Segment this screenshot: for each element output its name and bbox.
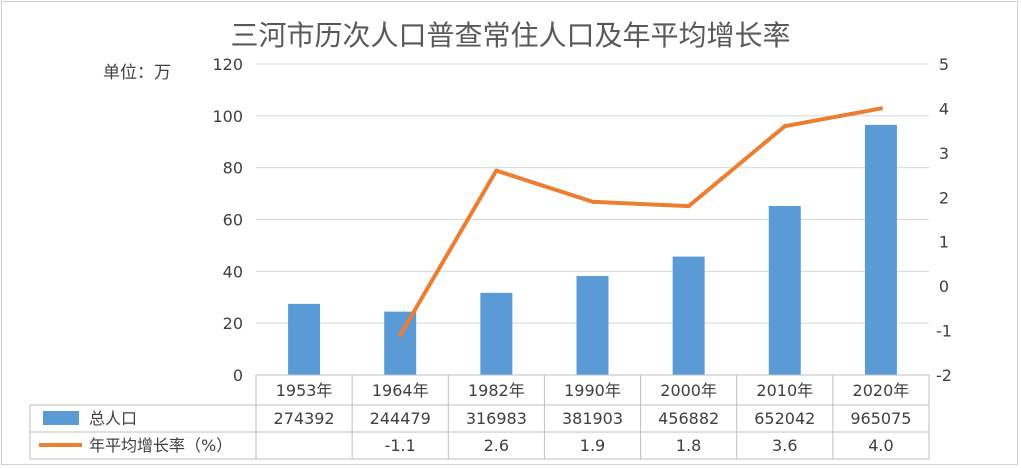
y-left-tick-label: 0	[233, 366, 243, 385]
y-right-tick-label: 0	[939, 277, 949, 296]
line-point	[782, 124, 787, 129]
growth-rate-line	[398, 106, 883, 338]
y-right-tick-label: 1	[939, 233, 949, 252]
bar	[864, 124, 897, 375]
x-tick-label: 2000年	[660, 381, 717, 400]
unit-label: 单位：万	[103, 63, 171, 83]
legend-swatch-bar	[43, 411, 79, 425]
line-point	[398, 333, 403, 338]
table-value-population: 381903	[562, 409, 623, 428]
y-right-tick-label: 2	[939, 188, 949, 207]
y-left-tick-label: 100	[212, 107, 243, 126]
bar	[672, 256, 705, 375]
bar	[768, 206, 801, 375]
table-value-population: 652042	[754, 409, 815, 428]
table-value-population: 244479	[370, 409, 431, 428]
x-tick-label: 1964年	[372, 381, 429, 400]
y-left-tick-label: 20	[223, 314, 243, 333]
table-value-population: 274392	[274, 409, 335, 428]
table-value-rate: 2.6	[484, 436, 509, 455]
bar	[576, 276, 609, 375]
y-left-tick-label: 80	[223, 159, 243, 178]
y-right-tick-label: -2	[936, 366, 952, 385]
table-value-rate: 4.0	[868, 436, 893, 455]
bar	[288, 303, 321, 375]
line-point	[686, 204, 691, 209]
x-tick-label: 1953年	[276, 381, 333, 400]
x-tick-label: 2020年	[853, 381, 910, 400]
line-point	[878, 106, 883, 111]
y-right-tick-label: -1	[936, 322, 952, 341]
y-left-tick-label: 120	[212, 55, 243, 74]
y-left-tick-label: 60	[223, 211, 243, 230]
table-value-population: 316983	[466, 409, 527, 428]
line-point	[494, 168, 499, 173]
y-right-tick-label: 4	[939, 99, 949, 118]
table-value-rate: -1.1	[385, 436, 416, 455]
bar	[480, 292, 513, 375]
bar	[384, 311, 417, 375]
x-tick-label: 1982年	[468, 381, 525, 400]
table-value-rate: 1.9	[580, 436, 605, 455]
x-tick-label: 2010年	[756, 381, 813, 400]
y-right-tick-label: 5	[939, 55, 949, 74]
x-tick-label: 1990年	[564, 381, 621, 400]
table-value-population: 456882	[658, 409, 719, 428]
legend-label-bar: 总人口	[89, 409, 137, 428]
table-value-rate: 1.8	[676, 436, 701, 455]
table-value-rate: 3.6	[772, 436, 797, 455]
chart-title: 三河市历次人口普查常住人口及年平均增长率	[230, 19, 791, 52]
table-value-population: 965075	[850, 409, 911, 428]
y-right-tick-label: 3	[939, 144, 949, 163]
y-left-tick-label: 40	[223, 262, 243, 281]
legend-label-line: 年平均增长率（%）	[89, 436, 232, 455]
line-point	[590, 199, 595, 204]
